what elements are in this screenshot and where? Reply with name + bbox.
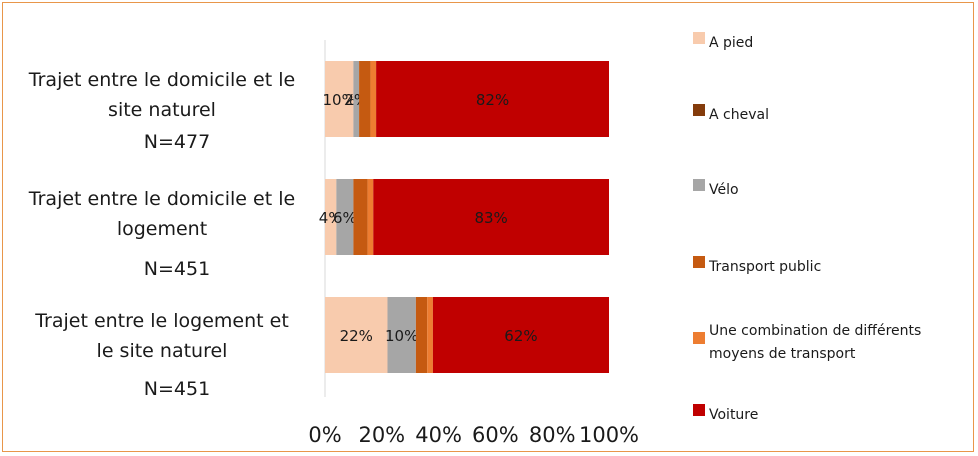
- category-n-label: N=477: [144, 131, 210, 153]
- bar-segment: [415, 297, 428, 373]
- data-label: 82%: [476, 91, 509, 109]
- legend-label: Vélo: [709, 182, 739, 198]
- bar-segment: [367, 179, 374, 255]
- bar-segment: [325, 179, 337, 255]
- data-label: 62%: [504, 327, 537, 345]
- bar-segment: [336, 179, 354, 255]
- x-tick-label: 100%: [579, 423, 639, 447]
- data-label: 83%: [474, 209, 507, 227]
- bar-segment: [370, 61, 377, 137]
- legend-label: Une combination de différents: [709, 323, 921, 339]
- x-tick-label: 40%: [415, 423, 462, 447]
- category-label: le site naturel: [97, 340, 228, 362]
- data-label: 10%: [385, 327, 418, 345]
- category-label: site naturel: [108, 99, 216, 121]
- bar-segment: [359, 61, 371, 137]
- legend-swatch: [693, 404, 705, 416]
- legend-swatch: [693, 332, 705, 344]
- category-label: Trajet entre le logement et: [34, 310, 289, 332]
- x-tick-label: 0%: [308, 423, 341, 447]
- legend-swatch: [693, 256, 705, 268]
- category-n-label: N=451: [144, 258, 210, 280]
- category-label: logement: [117, 218, 207, 240]
- legend-label: Voiture: [709, 407, 758, 423]
- legend-label: Transport public: [708, 259, 821, 275]
- x-tick-label: 60%: [472, 423, 519, 447]
- bar-segment: [387, 297, 416, 373]
- x-tick-label: 20%: [358, 423, 405, 447]
- legend-swatch: [693, 179, 705, 191]
- bar-segment: [353, 61, 360, 137]
- legend-swatch: [693, 104, 705, 116]
- bar-segment: [325, 297, 388, 373]
- bar-segment: [432, 297, 609, 373]
- legend-swatch: [693, 32, 705, 44]
- bar-segment: [427, 297, 433, 373]
- data-label: 22%: [340, 327, 373, 345]
- legend-label: A cheval: [709, 107, 769, 123]
- legend-label: moyens de transport: [709, 346, 856, 362]
- bar-segment: [353, 179, 368, 255]
- legend-label: A pied: [709, 35, 753, 51]
- data-label: 10%: [323, 91, 356, 109]
- data-label: 6%: [333, 209, 357, 227]
- category-n-label: N=451: [144, 378, 210, 400]
- x-tick-label: 80%: [529, 423, 576, 447]
- bar-segment: [376, 61, 609, 137]
- bar-segment: [373, 179, 609, 255]
- category-label: Trajet entre le domicile et le: [28, 69, 295, 91]
- bar-segment: [325, 61, 354, 137]
- category-label: Trajet entre le domicile et le: [28, 188, 295, 210]
